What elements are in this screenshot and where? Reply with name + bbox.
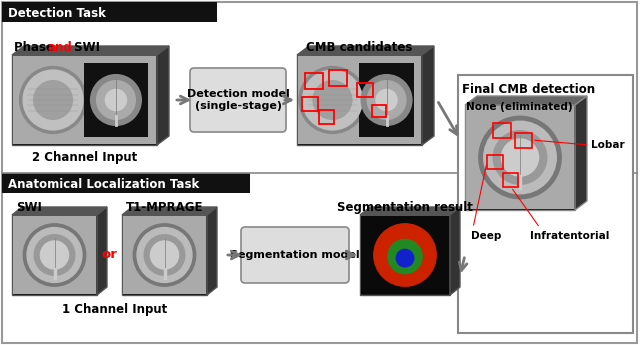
Circle shape xyxy=(27,228,82,283)
Circle shape xyxy=(23,70,83,130)
Polygon shape xyxy=(422,46,434,145)
Polygon shape xyxy=(12,207,107,215)
Polygon shape xyxy=(465,96,587,105)
Bar xyxy=(493,123,511,138)
Bar xyxy=(319,110,334,124)
Text: Infratentorial: Infratentorial xyxy=(530,231,609,241)
Circle shape xyxy=(479,116,561,199)
FancyBboxPatch shape xyxy=(466,106,574,209)
Text: SWI: SWI xyxy=(16,200,42,214)
Circle shape xyxy=(299,67,366,134)
Polygon shape xyxy=(12,215,97,295)
Circle shape xyxy=(367,81,406,119)
Text: CMB candidates: CMB candidates xyxy=(307,40,413,53)
Circle shape xyxy=(361,75,412,125)
Text: Detection Task: Detection Task xyxy=(8,7,106,20)
Circle shape xyxy=(133,224,196,286)
Circle shape xyxy=(376,89,397,110)
Circle shape xyxy=(34,235,75,275)
Circle shape xyxy=(40,241,68,269)
Circle shape xyxy=(396,249,413,267)
Text: None (eliminated): None (eliminated) xyxy=(466,102,573,112)
Polygon shape xyxy=(450,207,460,295)
Bar xyxy=(329,70,347,86)
Bar xyxy=(357,83,373,97)
Bar xyxy=(372,105,386,117)
Circle shape xyxy=(313,81,352,119)
FancyBboxPatch shape xyxy=(123,216,206,294)
FancyBboxPatch shape xyxy=(466,106,574,209)
FancyBboxPatch shape xyxy=(361,216,449,294)
Circle shape xyxy=(91,75,141,125)
Circle shape xyxy=(137,228,192,283)
Polygon shape xyxy=(12,46,169,55)
Circle shape xyxy=(150,241,179,269)
Circle shape xyxy=(144,235,185,275)
Bar xyxy=(515,133,532,148)
Polygon shape xyxy=(157,46,169,145)
Text: Detection model
(single-stage): Detection model (single-stage) xyxy=(187,89,289,111)
Text: 1 Channel Input: 1 Channel Input xyxy=(62,303,167,315)
FancyBboxPatch shape xyxy=(13,216,96,294)
Circle shape xyxy=(303,70,362,130)
Circle shape xyxy=(374,224,436,286)
Bar xyxy=(302,97,318,111)
Bar xyxy=(305,73,323,89)
Bar xyxy=(487,155,503,169)
FancyBboxPatch shape xyxy=(241,227,349,283)
FancyBboxPatch shape xyxy=(298,56,421,144)
Text: Lobar: Lobar xyxy=(591,140,625,150)
Text: and: and xyxy=(48,40,73,53)
Text: 2 Channel Input: 2 Channel Input xyxy=(32,150,137,164)
Text: Phase: Phase xyxy=(14,40,58,53)
Polygon shape xyxy=(465,105,575,210)
Polygon shape xyxy=(122,215,207,295)
Polygon shape xyxy=(122,207,217,215)
FancyBboxPatch shape xyxy=(359,62,414,137)
Polygon shape xyxy=(97,207,107,295)
FancyBboxPatch shape xyxy=(2,173,250,193)
Text: SWI: SWI xyxy=(70,40,100,53)
Circle shape xyxy=(106,89,127,110)
Text: Final CMB detection: Final CMB detection xyxy=(462,82,595,96)
FancyBboxPatch shape xyxy=(2,2,217,22)
Circle shape xyxy=(97,81,135,119)
Text: Anatomical Localization Task: Anatomical Localization Task xyxy=(8,177,199,190)
Polygon shape xyxy=(575,96,587,210)
FancyBboxPatch shape xyxy=(84,62,148,137)
Polygon shape xyxy=(360,215,450,295)
FancyBboxPatch shape xyxy=(190,68,286,132)
Circle shape xyxy=(388,239,422,274)
Polygon shape xyxy=(360,207,460,215)
Circle shape xyxy=(493,131,547,184)
Text: Deep: Deep xyxy=(471,231,501,241)
FancyBboxPatch shape xyxy=(458,75,633,333)
Circle shape xyxy=(502,139,538,176)
Circle shape xyxy=(23,224,86,286)
Text: Segmentation result: Segmentation result xyxy=(337,200,473,214)
Polygon shape xyxy=(297,55,422,145)
Circle shape xyxy=(20,67,86,134)
Circle shape xyxy=(34,81,72,119)
Polygon shape xyxy=(12,55,157,145)
Polygon shape xyxy=(207,207,217,295)
Bar xyxy=(503,173,518,187)
FancyBboxPatch shape xyxy=(13,56,156,144)
Text: or: or xyxy=(101,248,117,262)
Circle shape xyxy=(484,121,556,194)
Text: T1-MPRAGE: T1-MPRAGE xyxy=(126,200,204,214)
Polygon shape xyxy=(297,46,434,55)
Text: Segmentation model: Segmentation model xyxy=(230,250,360,260)
